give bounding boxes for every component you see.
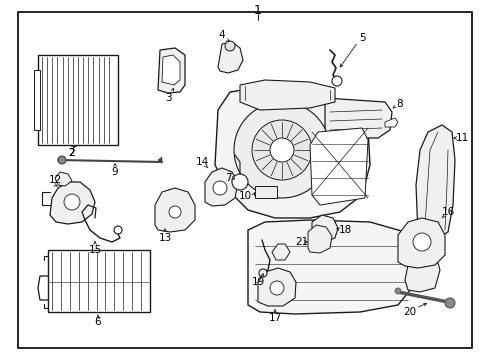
Text: 14: 14 — [196, 157, 209, 167]
Circle shape — [58, 156, 66, 164]
Polygon shape — [248, 220, 415, 314]
Polygon shape — [385, 118, 398, 127]
Polygon shape — [50, 182, 95, 224]
Text: 15: 15 — [88, 245, 101, 255]
Text: 11: 11 — [455, 133, 468, 143]
Polygon shape — [158, 157, 162, 163]
Circle shape — [445, 298, 455, 308]
Polygon shape — [258, 268, 296, 306]
Text: 2: 2 — [69, 148, 75, 158]
Text: 21: 21 — [295, 237, 309, 247]
Text: 2: 2 — [69, 148, 75, 158]
Text: 16: 16 — [441, 207, 455, 217]
Circle shape — [213, 181, 227, 195]
Polygon shape — [240, 80, 335, 110]
Bar — [48, 250, 150, 312]
Polygon shape — [398, 218, 445, 268]
Polygon shape — [205, 168, 238, 206]
Text: 17: 17 — [269, 313, 282, 323]
Text: 7: 7 — [225, 173, 231, 183]
Polygon shape — [218, 42, 243, 73]
Bar — [255, 186, 277, 198]
Polygon shape — [310, 128, 368, 205]
Circle shape — [64, 194, 80, 210]
Polygon shape — [416, 125, 455, 238]
Polygon shape — [162, 55, 180, 85]
Polygon shape — [312, 215, 338, 242]
Polygon shape — [55, 172, 72, 186]
Text: 6: 6 — [95, 317, 101, 327]
Bar — [34, 70, 40, 130]
Text: 13: 13 — [158, 233, 172, 243]
Text: 3: 3 — [165, 93, 172, 103]
Circle shape — [232, 174, 248, 190]
Circle shape — [259, 269, 267, 277]
Circle shape — [270, 138, 294, 162]
Bar — [38, 55, 118, 145]
Text: 19: 19 — [251, 277, 265, 287]
Text: 12: 12 — [49, 175, 62, 185]
Polygon shape — [155, 188, 195, 232]
Polygon shape — [308, 225, 332, 253]
Polygon shape — [272, 244, 290, 260]
Circle shape — [114, 226, 122, 234]
Text: 10: 10 — [239, 191, 251, 201]
Text: 4: 4 — [219, 30, 225, 40]
Polygon shape — [325, 98, 392, 138]
Text: 8: 8 — [397, 99, 403, 109]
Text: 9: 9 — [112, 167, 118, 177]
Circle shape — [332, 76, 342, 86]
Text: 1: 1 — [254, 4, 262, 17]
Text: 18: 18 — [339, 225, 352, 235]
Polygon shape — [215, 88, 370, 218]
Circle shape — [225, 41, 235, 51]
Circle shape — [395, 288, 401, 294]
Circle shape — [169, 206, 181, 218]
Circle shape — [252, 120, 312, 180]
Text: 5: 5 — [359, 33, 366, 43]
Circle shape — [413, 233, 431, 251]
Polygon shape — [405, 248, 440, 292]
Circle shape — [234, 102, 330, 198]
Circle shape — [270, 281, 284, 295]
Text: 20: 20 — [403, 307, 416, 317]
Polygon shape — [158, 48, 185, 93]
